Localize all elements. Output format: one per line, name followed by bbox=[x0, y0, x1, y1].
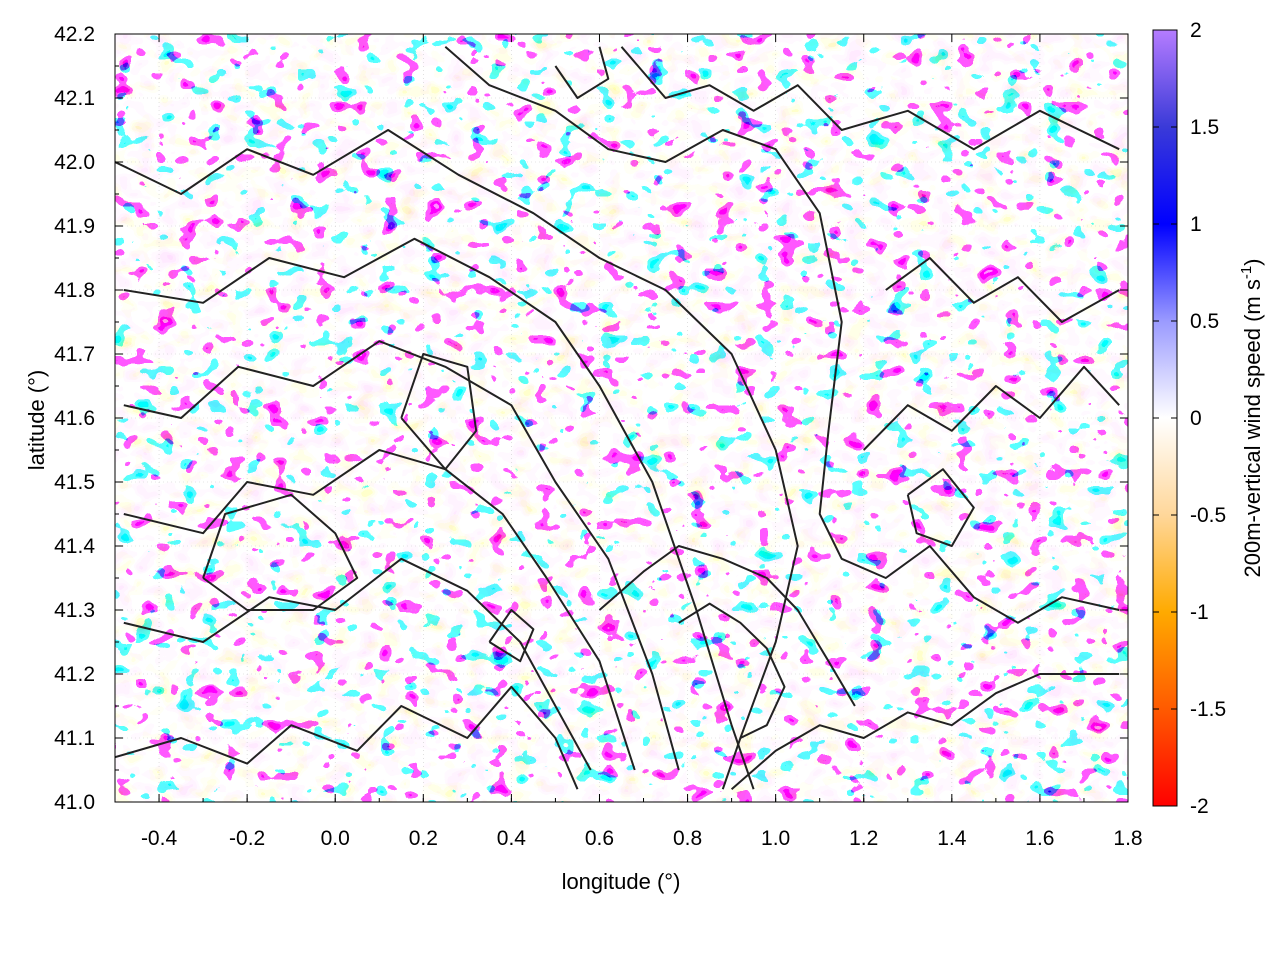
colorbar-tick-label: 0 bbox=[1190, 407, 1202, 430]
colorbar-ticks: 2 1.5 1 0.5 0 -0.5 -1 -1.5 -2 bbox=[1153, 19, 1226, 818]
y-axis-ticks: 41.0 41.1 41.2 41.3 41.4 41.5 41.6 41.7 41.8 41.9… bbox=[54, 23, 1128, 814]
colorbar-label: 200m-vertical wind speed (m s-1) bbox=[1238, 258, 1265, 577]
y-tick-label: 42.0 bbox=[54, 151, 95, 174]
x-tick-label: -0.2 bbox=[229, 827, 265, 850]
x-tick-label: 1.4 bbox=[937, 827, 967, 850]
x-tick-label: 1.8 bbox=[1113, 827, 1142, 850]
x-tick-label: 1.6 bbox=[1025, 827, 1054, 850]
y-tick-label: 42.1 bbox=[54, 87, 95, 110]
contour-line bbox=[862, 365, 1120, 451]
contour-line bbox=[123, 557, 592, 771]
contour-line bbox=[885, 257, 1120, 323]
colorbar-label-main: 200m-vertical wind speed (m s bbox=[1240, 279, 1265, 577]
x-tick-label: 0.2 bbox=[409, 827, 438, 850]
y-tick-label: 41.4 bbox=[54, 535, 95, 558]
y-tick-label: 41.8 bbox=[54, 279, 95, 302]
contour-line bbox=[598, 545, 856, 707]
x-tick-label: 0.0 bbox=[321, 827, 350, 850]
contour-line bbox=[115, 685, 579, 790]
colorbar-tick-label: 0.5 bbox=[1190, 310, 1219, 333]
contour-line bbox=[444, 46, 1120, 624]
x-tick-label: 1.0 bbox=[761, 827, 790, 850]
contour-line bbox=[123, 340, 680, 771]
colorbar-tick-label: -1 bbox=[1190, 601, 1209, 624]
colorbar-label-superscript: -1 bbox=[1238, 266, 1255, 279]
y-tick-label: 41.7 bbox=[54, 343, 95, 366]
x-tick-label: 0.4 bbox=[497, 827, 527, 850]
colorbar-tick-label: 2 bbox=[1190, 19, 1202, 42]
contour-line bbox=[678, 602, 786, 739]
x-tick-label: 1.2 bbox=[849, 827, 878, 850]
colorbar-tick-label: -0.5 bbox=[1190, 504, 1226, 527]
contour-line bbox=[115, 129, 799, 790]
wind-speed-texture bbox=[115, 34, 1128, 802]
x-axis-ticks: -0.4 -0.2 0.0 0.2 0.4 0.6 0.8 1.0 1.2 1.4 1.6 1.8 bbox=[114, 34, 1143, 850]
contour-line bbox=[123, 237, 755, 790]
x-tick-label: -0.4 bbox=[141, 827, 178, 850]
contour-line bbox=[620, 46, 1120, 151]
y-tick-label: 41.3 bbox=[54, 599, 95, 622]
x-tick-label: 0.8 bbox=[673, 827, 702, 850]
y-tick-label: 41.2 bbox=[54, 663, 95, 686]
y-axis-label: latitude (°) bbox=[24, 370, 49, 471]
y-tick-label: 41.5 bbox=[54, 471, 95, 494]
colorbar-tick-label: 1 bbox=[1190, 213, 1202, 236]
y-tick-label: 41.1 bbox=[54, 727, 95, 750]
x-axis-label: longitude (°) bbox=[562, 869, 681, 894]
contour-line bbox=[400, 353, 478, 471]
y-tick-label: 41.0 bbox=[54, 791, 95, 814]
contour-line bbox=[554, 46, 610, 99]
x-tick-label: 0.6 bbox=[585, 827, 614, 850]
colorbar-tick-label: 1.5 bbox=[1190, 116, 1219, 139]
contour-line bbox=[202, 493, 359, 611]
y-tick-label: 41.9 bbox=[54, 215, 95, 238]
colorbar-label-close: ) bbox=[1240, 258, 1265, 265]
y-tick-label: 42.2 bbox=[54, 23, 95, 46]
contour-line bbox=[488, 609, 535, 663]
contour-line bbox=[906, 468, 975, 547]
wind-speed-field bbox=[115, 34, 1128, 802]
contour-line bbox=[123, 449, 636, 771]
contour-line bbox=[730, 673, 1120, 790]
colorbar-tick-label: -1.5 bbox=[1190, 698, 1226, 721]
contour-lines bbox=[115, 46, 1120, 790]
y-tick-label: 41.6 bbox=[54, 407, 95, 430]
colorbar-tick-label: -2 bbox=[1190, 795, 1209, 818]
